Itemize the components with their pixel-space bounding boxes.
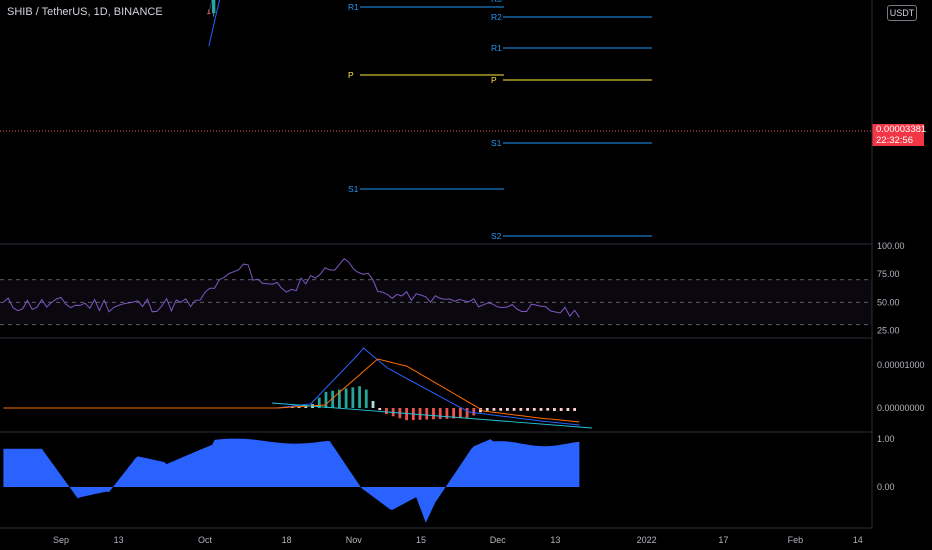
x-axis-tick-label: 13: [114, 535, 124, 545]
macd-line: [3, 347, 580, 426]
macd-histogram-bar: [526, 408, 529, 411]
x-axis-tick-label: Dec: [490, 535, 507, 545]
macd-histogram-bar: [317, 397, 321, 408]
macd-histogram-bar: [472, 408, 476, 416]
x-axis-tick-label: Feb: [788, 535, 804, 545]
macd-histogram-bar: [405, 408, 408, 421]
macd-histogram-bar: [364, 389, 368, 408]
pivot-level-label: R3: [491, 0, 502, 4]
rsi-tick-label: 100.00: [877, 241, 905, 251]
rsi-tick-label: 25.00: [877, 325, 900, 335]
rsi-line: [3, 258, 580, 318]
macd-histogram-bar: [573, 408, 576, 411]
rsi-tick-label: 50.00: [877, 297, 900, 307]
pivot-level-label: P: [491, 75, 497, 85]
x-axis-tick-label: 13: [550, 535, 560, 545]
x-axis-tick-label: Oct: [198, 535, 213, 545]
candle-body: [211, 0, 216, 14]
osc-tick-label: 1.00: [877, 434, 895, 444]
macd-histogram-bar: [385, 408, 388, 415]
pivot-level-label: S1: [348, 184, 359, 194]
macd-histogram-bar: [559, 408, 563, 411]
x-axis-tick-label: 14: [853, 535, 863, 545]
macd-histogram-bar: [351, 387, 355, 408]
macd-histogram-bar: [485, 408, 489, 411]
pivot-level-label: S2: [491, 231, 502, 241]
macd-tick-label: 0.00001000: [877, 360, 925, 370]
macd-histogram-bar: [331, 390, 335, 408]
macd-histogram-bar: [546, 408, 550, 411]
macd-histogram-bar: [519, 408, 523, 411]
macd-tick-label: 0.00000000: [877, 403, 925, 413]
osc-tick-label: 0.00: [877, 482, 895, 492]
x-axis-tick-label: Nov: [346, 535, 363, 545]
macd-histogram-bar: [324, 391, 328, 408]
macd-histogram-bar: [452, 408, 456, 419]
macd-histogram-bar: [344, 388, 348, 408]
x-axis-tick-label: 17: [718, 535, 728, 545]
macd-histogram-bar: [438, 408, 442, 419]
x-axis-tick-label: 18: [282, 535, 292, 545]
macd-histogram-bar: [458, 408, 462, 419]
macd-histogram-bar: [566, 408, 570, 411]
x-axis-tick-label: 2022: [637, 535, 657, 545]
macd-histogram-bar: [432, 408, 435, 420]
macd-histogram-bar: [465, 408, 469, 418]
macd-histogram-bar: [358, 386, 361, 408]
chart-title: SHIB / TetherUS, 1D, BINANCE: [7, 6, 163, 18]
macd-histogram-bar: [512, 408, 516, 411]
macd-histogram-bar: [338, 389, 341, 408]
pivot-level-label: R1: [348, 2, 359, 12]
candle-body: [207, 13, 211, 15]
macd-histogram-bar: [539, 408, 543, 411]
currency-badge[interactable]: USDT: [887, 5, 917, 21]
x-axis-tick-label: Sep: [53, 535, 69, 545]
pivot-level-label: S1: [491, 138, 502, 148]
macd-histogram-bar: [499, 408, 503, 411]
oscillator-area: [3, 438, 580, 523]
macd-histogram-bar: [553, 408, 556, 411]
last-price: 0.00003381: [876, 124, 927, 135]
macd-trendline: [272, 402, 593, 429]
macd-histogram-bar: [532, 408, 536, 411]
macd-histogram-bar: [425, 408, 429, 420]
macd-histogram-bar: [479, 408, 482, 413]
macd-histogram-bar: [418, 408, 422, 420]
macd-histogram-bar: [297, 406, 301, 408]
macd-histogram-bar: [506, 408, 509, 411]
pivot-level-label: R1: [491, 43, 502, 53]
macd-histogram-bar: [378, 408, 382, 411]
bar-countdown: 22:32:56: [876, 135, 913, 146]
macd-signal-line: [3, 358, 580, 423]
macd-histogram-bar: [371, 401, 375, 408]
macd-histogram-bar: [304, 406, 308, 408]
pivot-level-label: P: [348, 70, 354, 80]
rsi-tick-label: 75.00: [877, 269, 900, 279]
pivot-level-label: R2: [491, 12, 502, 22]
x-axis-tick-label: 15: [416, 535, 426, 545]
last-price-label: 0.00003381 22:32:56: [872, 124, 927, 146]
macd-histogram-bar: [492, 408, 496, 411]
macd-histogram-bar: [445, 408, 449, 419]
